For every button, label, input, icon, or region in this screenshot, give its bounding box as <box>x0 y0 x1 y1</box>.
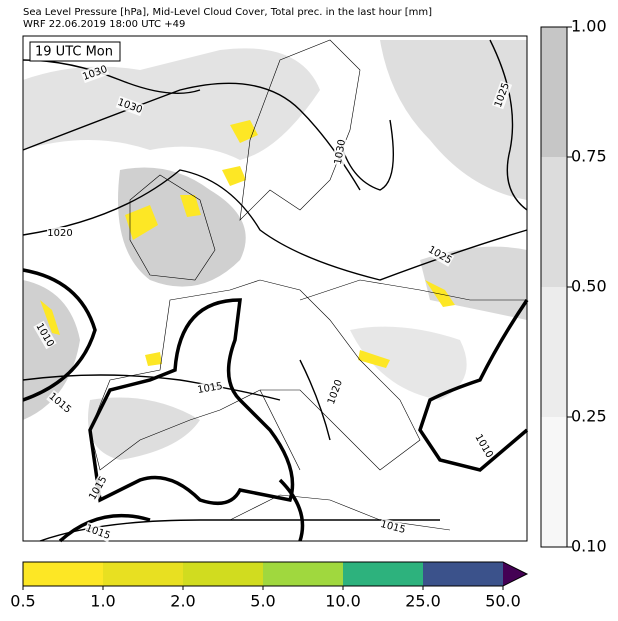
time-label: 19 UTC Mon <box>35 45 113 60</box>
colorbar-tick-label: 0.50 <box>571 277 607 296</box>
colorbar-tick-label: 25.0 <box>405 592 441 611</box>
precip-colorbar: 0.5 1.0 2.0 5.0 10.0 25.0 50.0 <box>10 561 529 611</box>
isobar-label: 1030 <box>333 139 348 166</box>
colorbar-segment <box>423 562 503 586</box>
isobar-label-bg <box>33 320 57 350</box>
colorbar-tick-label: 1.0 <box>90 592 115 611</box>
colorbar-segment <box>263 562 343 586</box>
isobar-label-bg <box>378 517 408 537</box>
isobar-label-bg <box>491 80 513 110</box>
precipitation <box>40 120 455 368</box>
isobar-label-bg <box>47 227 73 239</box>
isobar-label-bg <box>86 473 110 503</box>
isobar-label-bg <box>331 138 349 166</box>
colorbar-tick-label: 5.0 <box>250 592 275 611</box>
isobar-label-bg <box>80 62 110 84</box>
isobar-label-bg <box>324 377 346 407</box>
time-label-box <box>29 41 121 62</box>
colorbar-segment <box>183 562 263 586</box>
colorbar-tick-label: 0.5 <box>10 592 35 611</box>
colorbar-tick-label: 1.00 <box>571 17 607 36</box>
colorbar-segment <box>541 157 567 287</box>
colorbar-tick-label: 10.0 <box>325 592 361 611</box>
colorbar-tick-label: 2.0 <box>170 592 195 611</box>
colorbar-tick-label: 0.25 <box>571 407 607 426</box>
isobar-label-bg <box>425 243 455 267</box>
colorbar-tick-label: 0.10 <box>571 537 607 556</box>
title: Sea Level Pressure [hPa], Mid-Level Clou… <box>23 7 432 18</box>
map-frame <box>22 35 528 542</box>
cloud-colorbar: 0.10 0.25 0.50 0.75 1.00 <box>540 17 607 556</box>
colorbar-frame <box>22 561 529 587</box>
isobar-label-bg <box>83 521 113 543</box>
isobars <box>22 39 529 543</box>
isobar-label: 1020 <box>47 228 72 239</box>
isobar-label-bg <box>472 431 496 461</box>
colorbar-tick-label: 50.0 <box>485 592 521 611</box>
colorbar-segment <box>541 417 567 547</box>
isobar-label-bg <box>46 390 74 416</box>
colorbar-segment <box>23 562 103 586</box>
isobar-label: 1015 <box>197 381 224 396</box>
colorbar-tick-label: 0.75 <box>571 147 607 166</box>
isobar-label-bg <box>196 379 224 397</box>
colorbar-extend <box>503 562 527 586</box>
subtitle: WRF 22.06.2019 18:00 UTC +49 <box>23 19 185 30</box>
colorbar-segment <box>541 287 567 417</box>
colorbar-segment <box>343 562 423 586</box>
colorbar-segment <box>541 27 567 157</box>
isobar-label-bg <box>115 95 145 117</box>
colorbar-segment <box>103 562 183 586</box>
